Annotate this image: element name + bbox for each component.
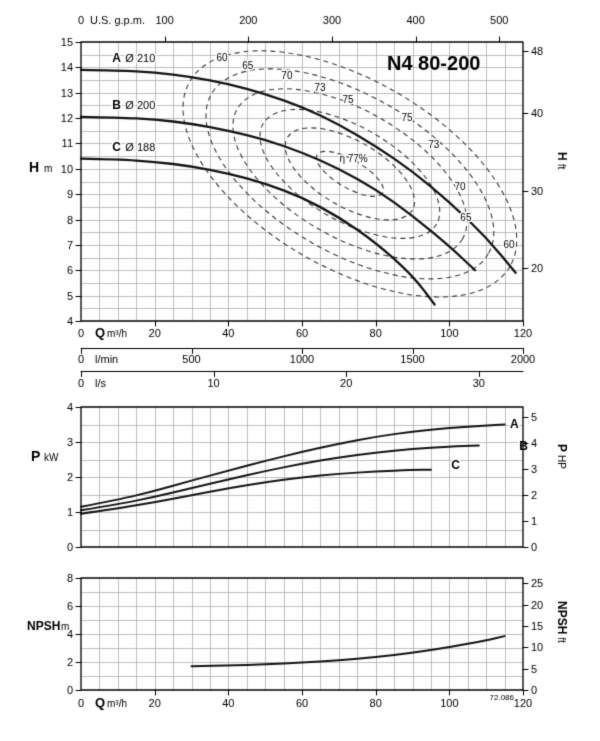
pump-curve-sheet: N4 80-200 [0, 0, 600, 741]
pump-performance-curves-canvas [0, 0, 600, 741]
